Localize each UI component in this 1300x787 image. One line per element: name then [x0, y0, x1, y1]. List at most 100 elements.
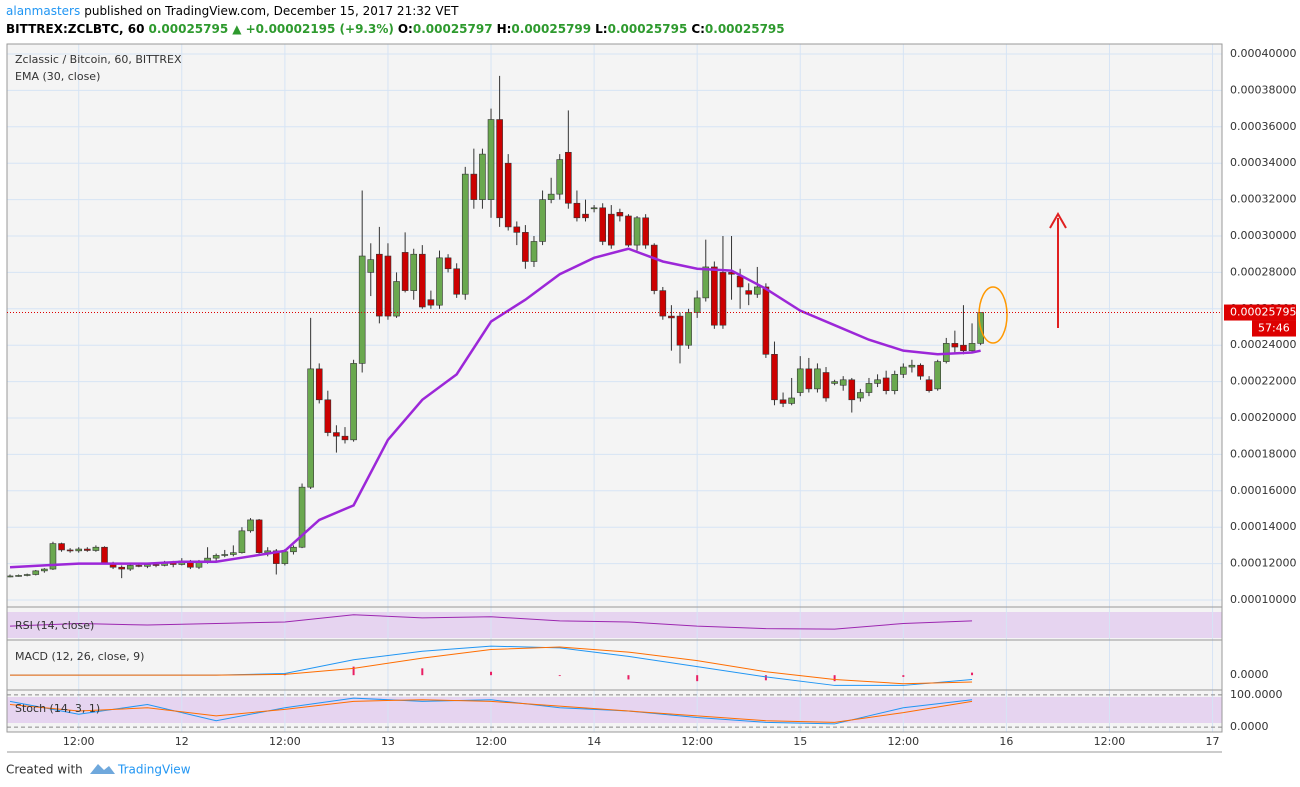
candle-body	[410, 253, 418, 291]
candle-body	[960, 344, 967, 351]
highlight-circle	[978, 286, 1008, 344]
candle-body	[839, 379, 847, 386]
candle-body	[333, 432, 340, 437]
stoch-label: Stoch (14, 3, 1)	[15, 702, 100, 715]
x-tick-label: 12:00	[63, 735, 95, 748]
countdown: 57:46	[1258, 322, 1290, 335]
o: 0.00025797	[412, 22, 493, 36]
x-tick-label: 12:00	[269, 735, 301, 748]
candle-body	[582, 213, 589, 219]
candle-body	[212, 555, 220, 559]
candle-body	[685, 312, 692, 346]
stoch-line	[9, 699, 973, 723]
macd-line	[10, 646, 973, 685]
chart-title: Zclassic / Bitcoin, 60, BITTREX	[15, 53, 182, 66]
candle-body	[925, 379, 933, 392]
last-price-box	[1224, 304, 1296, 321]
macd-hist	[833, 675, 836, 682]
rsi-line	[9, 614, 973, 630]
candle-body	[848, 379, 856, 401]
candle-body	[676, 315, 684, 346]
header-line-1: alanmasters published on TradingView.com,…	[6, 4, 462, 18]
candle-body	[470, 173, 478, 200]
candle-body	[247, 519, 254, 532]
rsi-band	[7, 612, 1222, 638]
author[interactable]: alanmasters	[6, 4, 81, 18]
header-line-2: BITTREX:ZCLBTC, 60 0.00025795 ▲ +0.0000219…	[6, 22, 789, 36]
candle-body	[75, 548, 83, 552]
symbol: BITTREX:ZCLBTC, 60	[6, 22, 145, 36]
candle-body	[461, 173, 469, 295]
candle-body	[281, 551, 289, 564]
candle-body	[453, 268, 460, 295]
candle-body	[358, 255, 366, 364]
candle-body	[367, 259, 375, 273]
candle-body	[315, 368, 323, 401]
ema-line	[9, 247, 981, 569]
c: 0.00025795	[704, 22, 785, 36]
macd-hist	[558, 675, 561, 677]
x-tick-label: 14	[587, 735, 601, 748]
candle-body	[58, 543, 65, 551]
candle-body	[882, 377, 890, 392]
last-price-label: 0.00025795	[1230, 306, 1296, 319]
candle-body	[745, 290, 753, 295]
y-tick-label: 0.0000	[1230, 720, 1269, 733]
candle-body	[659, 290, 667, 317]
o-label: O:	[397, 22, 413, 36]
macd-hist	[490, 671, 493, 676]
macd-hist	[971, 672, 974, 676]
l: 0.00025795	[607, 22, 688, 36]
candle-body	[504, 162, 512, 228]
macd-hist	[696, 675, 699, 682]
published: published on TradingView.com, December 1…	[84, 4, 459, 18]
y-tick-label: 0.00034000	[1230, 156, 1296, 169]
candle-body	[908, 364, 916, 368]
y-tick-label: 0.00028000	[1230, 265, 1296, 278]
x-tick-label: 12:00	[681, 735, 713, 748]
candle-body	[376, 253, 383, 317]
candle-body	[822, 372, 830, 399]
y-tick-label: 0.00022000	[1230, 375, 1296, 388]
candle-body	[238, 530, 246, 553]
candle-body	[307, 368, 314, 488]
y-tick-label: 0.00014000	[1230, 520, 1296, 533]
y-tick-label: 0.00040000	[1230, 47, 1296, 60]
y-tick-label: 0.0000	[1230, 668, 1269, 681]
candle-body	[934, 361, 941, 390]
footer-brand[interactable]: TradingView	[117, 763, 191, 777]
plot-frame	[6, 43, 1223, 733]
candle-body	[796, 368, 804, 393]
candle-body	[942, 343, 950, 362]
candle-body	[590, 207, 598, 210]
candle-body	[350, 363, 357, 441]
x-tick-label: 13	[381, 735, 395, 748]
y-tick-label: 0.00016000	[1230, 484, 1296, 497]
x-tick-label: 12:00	[475, 735, 507, 748]
macd-hist	[421, 668, 424, 676]
candle-body	[805, 368, 813, 390]
candle-body	[41, 568, 48, 572]
candle-body	[118, 566, 125, 570]
candle-body	[393, 281, 400, 317]
candle-body	[814, 368, 821, 390]
candle-body	[968, 343, 976, 351]
candle-body	[92, 546, 100, 551]
candle-body	[272, 550, 280, 564]
candle-body	[23, 574, 31, 576]
candle-body	[917, 364, 924, 377]
candle-body	[32, 570, 40, 575]
candle-body	[290, 546, 297, 553]
candle-body	[625, 215, 632, 246]
arrow-head	[1049, 211, 1067, 229]
macd-hist	[352, 666, 355, 676]
stoch-line	[9, 697, 973, 725]
candle-body	[719, 272, 727, 326]
macd-hist	[902, 675, 905, 677]
candle-body	[788, 397, 795, 404]
candle-body	[754, 286, 761, 295]
candle-body	[135, 565, 143, 567]
candle-body	[650, 244, 658, 291]
y-tick-label: 0.00012000	[1230, 557, 1296, 570]
